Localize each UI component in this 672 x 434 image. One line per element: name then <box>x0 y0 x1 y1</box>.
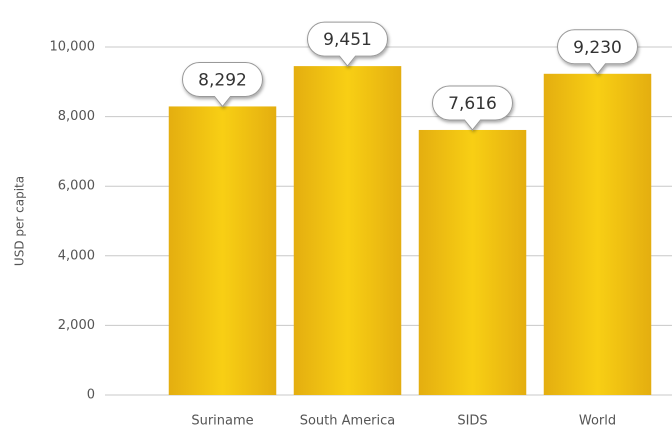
bar <box>293 66 402 396</box>
bar <box>418 129 527 395</box>
bar <box>168 106 277 395</box>
callout-bubble <box>182 61 263 108</box>
y-tick-label: 8,000 <box>58 109 95 124</box>
x-tick-label: World <box>579 414 616 429</box>
y-axis-label: USD per capita <box>13 176 27 266</box>
value-label: 9,230 <box>573 38 622 58</box>
value-label: 8,292 <box>198 70 247 90</box>
value-label: 9,451 <box>323 30 372 50</box>
value-callout <box>557 29 638 75</box>
y-tick-label: 6,000 <box>58 179 95 194</box>
x-tick-label: SIDS <box>457 414 487 429</box>
value-callout <box>307 21 388 67</box>
x-tick-label: Suriname <box>191 414 253 429</box>
callout-bubble <box>432 85 513 131</box>
y-tick-label: 4,000 <box>58 248 95 263</box>
x-tick-label: South America <box>300 414 396 429</box>
y-tick-label: 10,000 <box>50 40 96 55</box>
callout-bubble <box>307 21 388 67</box>
y-tick-label: 2,000 <box>58 318 95 333</box>
value-callout <box>432 85 513 131</box>
callout-bubble <box>557 29 638 75</box>
y-tick-label: 0 <box>87 388 95 403</box>
bar <box>543 73 652 396</box>
value-callout <box>182 61 263 108</box>
value-label: 7,616 <box>448 94 497 114</box>
